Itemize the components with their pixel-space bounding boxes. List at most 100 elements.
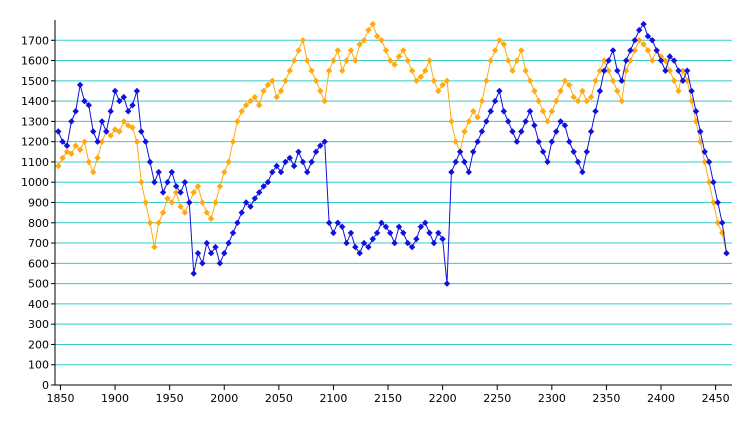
- y-tick-label: 1000: [21, 176, 49, 189]
- data-point: [535, 138, 542, 145]
- data-point: [308, 67, 315, 74]
- data-point: [688, 97, 695, 105]
- data-point: [518, 128, 525, 135]
- data-point: [679, 77, 687, 84]
- data-point: [496, 87, 503, 95]
- data-point: [286, 154, 293, 162]
- data-point: [408, 67, 416, 74]
- data-point: [207, 215, 215, 222]
- y-tick-label: 1700: [21, 34, 49, 47]
- data-point: [290, 162, 298, 170]
- data-point: [435, 229, 442, 237]
- y-tick-label: 900: [28, 197, 49, 210]
- data-point: [352, 57, 359, 64]
- data-point: [544, 158, 551, 166]
- data-point: [439, 235, 446, 243]
- data-point: [596, 87, 604, 95]
- data-point: [500, 108, 507, 115]
- data-point: [701, 148, 708, 155]
- data-point: [373, 229, 381, 237]
- data-point: [697, 138, 704, 145]
- data-point: [719, 219, 726, 226]
- data-point: [151, 243, 158, 251]
- series-line: [57, 23, 727, 284]
- data-point: [234, 219, 241, 226]
- data-point: [68, 150, 75, 157]
- data-point: [505, 57, 512, 64]
- data-point: [343, 239, 350, 247]
- data-point: [592, 108, 599, 115]
- data-point: [400, 229, 407, 237]
- data-point: [212, 199, 219, 206]
- data-point: [579, 168, 586, 176]
- data-point: [369, 20, 376, 28]
- data-point: [229, 229, 237, 237]
- data-point: [373, 33, 381, 40]
- data-point: [133, 138, 141, 145]
- x-tick-label: 2200: [429, 392, 457, 405]
- data-point: [539, 108, 547, 115]
- data-point: [465, 118, 472, 125]
- data-point: [251, 93, 258, 101]
- data-point: [365, 26, 372, 34]
- data-point: [177, 189, 184, 196]
- data-point: [714, 199, 721, 206]
- data-point: [190, 189, 197, 196]
- data-point: [653, 47, 660, 54]
- data-point: [500, 41, 507, 48]
- data-point: [561, 122, 569, 129]
- y-tick-label: 1200: [21, 136, 49, 149]
- data-point: [601, 67, 608, 74]
- data-point: [199, 199, 206, 206]
- data-point: [474, 114, 481, 121]
- data-point: [264, 179, 272, 186]
- data-point: [107, 132, 114, 139]
- x-tick-label: 1950: [156, 392, 184, 405]
- data-point: [561, 77, 569, 84]
- data-point: [609, 47, 617, 54]
- data-point: [491, 47, 499, 54]
- data-point: [277, 168, 285, 176]
- data-point: [186, 199, 193, 206]
- data-point: [360, 37, 368, 44]
- data-point: [491, 97, 499, 105]
- data-point: [688, 87, 695, 95]
- data-point: [221, 250, 228, 257]
- data-point: [103, 128, 110, 135]
- data-point: [155, 168, 162, 176]
- series-line: [57, 23, 727, 254]
- y-tick-label: 1400: [21, 95, 49, 108]
- data-point: [94, 138, 101, 145]
- data-point: [72, 108, 79, 115]
- data-point: [68, 118, 75, 125]
- data-point: [225, 158, 232, 166]
- data-point: [312, 77, 320, 84]
- data-point: [666, 67, 673, 74]
- data-point: [574, 158, 582, 166]
- data-point: [539, 148, 547, 155]
- data-point: [395, 53, 403, 60]
- data-point: [282, 77, 289, 84]
- data-point: [557, 87, 564, 95]
- data-point: [312, 148, 320, 155]
- data-point: [443, 280, 451, 287]
- data-point: [631, 37, 638, 44]
- x-tick-label: 2350: [592, 392, 620, 405]
- data-point: [325, 67, 333, 74]
- data-point: [605, 67, 612, 74]
- data-point: [129, 124, 136, 131]
- data-point: [723, 250, 730, 257]
- data-point: [627, 57, 634, 64]
- data-point: [522, 67, 529, 74]
- data-point: [443, 77, 451, 84]
- data-point: [587, 128, 595, 135]
- data-point: [125, 108, 132, 115]
- data-point: [90, 168, 97, 176]
- x-tick-label: 2100: [319, 392, 347, 405]
- data-point: [422, 67, 429, 74]
- data-point: [675, 87, 682, 95]
- data-point: [548, 108, 555, 115]
- x-tick-label: 2450: [702, 392, 730, 405]
- data-point: [81, 97, 88, 105]
- data-point: [483, 118, 490, 125]
